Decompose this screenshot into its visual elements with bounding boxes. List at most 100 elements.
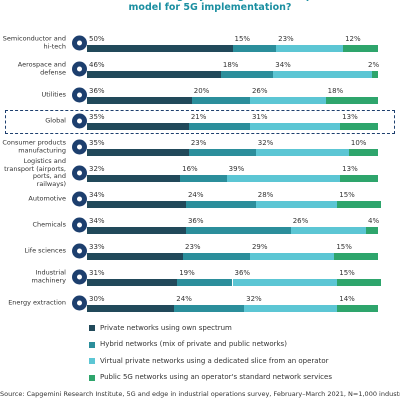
bar-segment [226, 175, 341, 182]
bar-segment [183, 253, 250, 260]
bar-segment [232, 279, 338, 286]
bar-segment [220, 71, 274, 78]
value-label: 36% [187, 217, 204, 225]
value-label: 12% [345, 35, 361, 43]
value-label: 23% [190, 139, 207, 147]
value-label: 26% [251, 87, 268, 95]
value-label: 19% [179, 269, 195, 277]
bar-segment [244, 305, 338, 312]
bar-segment [372, 71, 378, 78]
bar-segment [366, 227, 378, 234]
category-label: Aerospace and defense [17, 60, 66, 76]
bar-segment [191, 97, 250, 104]
value-label: 32% [246, 295, 262, 303]
value-label: 10% [350, 139, 367, 147]
legend-swatch [89, 374, 95, 381]
value-label: 29% [251, 243, 268, 251]
category-label: Consumer products manufacturing [2, 138, 66, 154]
value-label: 31% [89, 269, 105, 277]
category-icon [72, 139, 87, 155]
value-label: 34% [275, 61, 291, 69]
bar-segment [87, 123, 189, 130]
bar-segment [334, 253, 378, 260]
bar-segment [337, 279, 381, 286]
bar-segment [340, 123, 378, 130]
bar-segment [249, 97, 326, 104]
bar-segment [340, 175, 378, 182]
value-label: 15% [339, 269, 355, 277]
value-label: 24% [176, 295, 192, 303]
value-label: 32% [89, 165, 105, 173]
bar-segment [87, 227, 186, 234]
bar-segment [87, 71, 221, 78]
bar-segment [87, 279, 178, 286]
bar-segment [276, 45, 344, 52]
bar-segment [174, 305, 245, 312]
value-label: 23% [278, 35, 294, 43]
value-label: 14% [339, 295, 355, 303]
value-label: 36% [89, 87, 105, 95]
bar-segment [87, 201, 186, 208]
value-label: 24% [187, 191, 204, 199]
bar-segment [343, 45, 378, 52]
category-label: Automotive [28, 194, 66, 203]
value-label: 34% [89, 191, 105, 199]
bar-segment [348, 149, 378, 156]
value-label: 15% [336, 243, 352, 251]
value-label: 46% [89, 61, 105, 69]
value-label: 20% [193, 87, 210, 95]
category-label: Utilities [41, 90, 66, 99]
value-label: 15% [339, 191, 355, 199]
category-icon [72, 35, 87, 51]
value-label: 32% [257, 139, 274, 147]
bar-segment [273, 71, 373, 78]
bar-segment [87, 253, 184, 260]
bar-segment [87, 175, 181, 182]
value-label: 21% [190, 113, 207, 121]
bar-segment [87, 45, 233, 52]
value-label: 30% [89, 295, 105, 303]
category-label: Energy extraction [8, 298, 66, 307]
legend-label: Private networks using own spectrum [100, 323, 232, 332]
bar-segment [87, 149, 189, 156]
value-label: 50% [89, 35, 105, 43]
category-label: Chemicals [32, 220, 66, 229]
legend-swatch [89, 325, 95, 331]
value-label: 2% [368, 61, 380, 69]
category-label: Life sciences [24, 246, 66, 255]
value-label: 13% [342, 113, 358, 121]
legend-label: Public 5G networks using an operator's s… [100, 373, 332, 381]
value-label: 4% [368, 217, 380, 225]
legend-swatch [89, 341, 95, 348]
legend-swatch [89, 358, 95, 364]
category-icon [72, 269, 87, 285]
value-label: 16% [182, 165, 198, 173]
bar-segment [255, 201, 338, 208]
legend-label: Hybrid networks (mix of private and publ… [100, 340, 287, 348]
bar-segment [249, 123, 341, 130]
bar-segment [185, 201, 256, 208]
value-label: 35% [89, 139, 105, 147]
bar-segment [337, 201, 381, 208]
value-label: 18% [327, 87, 344, 95]
bar-segment [180, 175, 227, 182]
category-icon [72, 165, 87, 181]
legend-label: Virtual private networks using a dedicat… [100, 356, 329, 365]
bar-segment [232, 45, 277, 52]
bar-segment [249, 253, 335, 260]
bar-segment [325, 97, 378, 104]
value-label: 36% [234, 269, 251, 277]
bar-segment [87, 97, 192, 104]
value-label: 28% [257, 191, 274, 199]
value-label: 33% [89, 243, 105, 251]
bar-segment [188, 149, 256, 156]
bar-segment [290, 227, 367, 234]
category-label: Industrial machinery [31, 268, 66, 284]
value-label: 13% [342, 165, 358, 173]
source-note: Source: Capgemini Research Institute, 5G… [0, 390, 400, 398]
category-icon [72, 295, 87, 311]
chart-title: Which of the following is your organizat… [63, 0, 357, 13]
category-icon [72, 191, 87, 207]
category-label: Global [45, 116, 66, 125]
